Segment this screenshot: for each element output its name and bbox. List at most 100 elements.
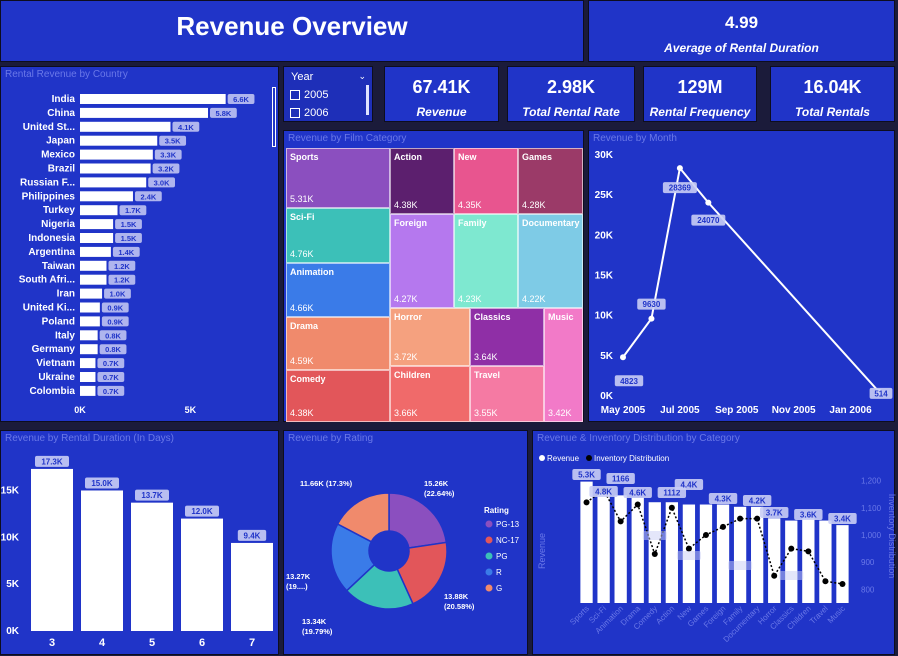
chevron-down-icon[interactable]: ⌄	[358, 71, 366, 81]
checkbox-icon[interactable]	[290, 90, 300, 100]
inventory-point	[754, 515, 761, 522]
data-label-bg	[637, 298, 666, 310]
data-label: 4.1K	[178, 123, 194, 132]
data-label-bg	[674, 479, 704, 490]
inventory-point	[651, 551, 658, 558]
legend-label: PG-13	[496, 520, 520, 529]
treemap-cell-value: 4.28K	[522, 200, 546, 210]
data-label: 4.3K	[715, 495, 732, 504]
treemap-cell-name: Documentary	[522, 218, 580, 228]
data-label-bg	[614, 375, 644, 387]
data-label: 1.5K	[121, 220, 137, 229]
data-label-bg	[134, 191, 162, 202]
chart-title: Rental Revenue by Country	[5, 69, 128, 80]
data-label: 2.4K	[140, 192, 156, 201]
country-label: Argentina	[28, 247, 75, 258]
line-point	[676, 165, 683, 172]
inventory-point	[634, 501, 641, 508]
pie-slice	[388, 492, 448, 549]
data-label-bg	[159, 135, 187, 146]
country-bar	[80, 233, 114, 243]
inventory-panel: Revenue & Inventory Distribution by Cate…	[532, 430, 896, 655]
data-label: 17.3K	[41, 457, 63, 466]
y2-tick-label: 1,200	[861, 477, 882, 486]
legend-label: Inventory Distribution	[594, 454, 669, 463]
treemap-cell[interactable]: Family 4.23K	[454, 214, 518, 308]
x-tick-label: Nov 2005	[772, 405, 816, 416]
treemap-cell-value: 5.31K	[290, 194, 314, 204]
data-label: 1.0K	[110, 290, 126, 299]
slice-label-pct: (22.64%)	[424, 489, 455, 498]
scrollbar[interactable]	[272, 87, 276, 147]
slicer-option-2005[interactable]: 2005	[290, 89, 328, 101]
legend-swatch	[485, 536, 493, 544]
duration-bar	[131, 502, 173, 631]
x-tick-label: Sep 2005	[715, 405, 759, 416]
treemap-cell[interactable]: Action 4.38K	[390, 148, 454, 214]
data-label: 6.6K	[233, 95, 249, 104]
data-label-bg	[97, 372, 125, 382]
data-label-bg	[589, 486, 618, 497]
data-label-bg	[115, 219, 142, 230]
kpi-value: 2.98K	[546, 77, 596, 97]
treemap-cell[interactable]: Drama 4.59K	[286, 317, 390, 370]
duration-bar	[181, 518, 223, 631]
data-label-bg	[728, 561, 753, 570]
treemap-cell[interactable]: Horror 3.72K	[390, 308, 470, 366]
rating-pie-chart: 15.26K(22.64%) 13.88K(20.58%) 13.34K(19.79…	[286, 479, 520, 636]
slice-label-value: 13.34K	[302, 617, 327, 626]
data-label: 0.9K	[107, 304, 123, 313]
treemap-cell-name: New	[458, 152, 477, 162]
x-tick-label: 3	[49, 637, 55, 649]
country-label: United St...	[23, 122, 75, 133]
treemap-cell[interactable]: Documentary 4.22K	[518, 214, 583, 308]
country-label: Vietnam	[36, 358, 75, 369]
y-tick-label: 5K	[6, 579, 20, 590]
slicer-option-2006[interactable]: 2006	[290, 107, 328, 119]
country-label: China	[47, 108, 75, 119]
treemap-cell-name: Music	[548, 312, 574, 322]
inventory-point	[720, 523, 727, 530]
country-bar	[80, 94, 226, 104]
treemap-cell[interactable]: Comedy 4.38K	[286, 370, 390, 422]
treemap-cell[interactable]: Classics 3.64K	[470, 308, 544, 366]
kpi-label: Average of Rental Duration	[664, 41, 819, 55]
category-treemap: Sports 5.31K Sci-Fi 4.76K Animation 4.66K Dram…	[286, 148, 583, 422]
data-label: 3.0K	[154, 178, 170, 187]
data-label-bg	[104, 288, 131, 299]
data-label: 0.9K	[107, 317, 123, 326]
treemap-cell[interactable]: Animation 4.66K	[286, 263, 390, 317]
treemap-cell[interactable]: New 4.35K	[454, 148, 518, 214]
treemap-cell[interactable]: Sci-Fi 4.76K	[286, 208, 390, 263]
country-label: Japan	[46, 136, 75, 147]
treemap-cell[interactable]: Music 3.42K	[544, 308, 583, 422]
scrollbar[interactable]	[366, 85, 369, 115]
treemap-cell[interactable]: Sports 5.31K	[286, 148, 390, 208]
data-label: 4.8K	[595, 488, 612, 497]
revenue-bar	[631, 497, 644, 603]
data-label: 1112	[663, 489, 680, 498]
x-tick-label: Travel	[808, 604, 830, 626]
legend-swatch	[485, 552, 493, 560]
country-label: Nigeria	[41, 219, 75, 230]
data-label: 3.7K	[766, 509, 783, 518]
x-tick-label: Music	[826, 604, 847, 625]
treemap-cell[interactable]: Travel 3.55K	[470, 366, 544, 422]
data-label-bg	[115, 233, 142, 243]
y-tick-label: 0K	[600, 391, 614, 402]
treemap-cell[interactable]: Children 3.66K	[390, 366, 470, 422]
kpi-value: 16.04K	[803, 77, 862, 97]
treemap-cell-name: Sports	[290, 152, 319, 162]
data-label: 3.3K	[160, 151, 176, 160]
revenue-bar	[836, 525, 849, 603]
inventory-point	[771, 572, 778, 579]
revenue-bar	[665, 502, 678, 603]
legend-swatch	[586, 455, 592, 461]
checkbox-icon[interactable]	[290, 108, 300, 118]
treemap-cell[interactable]: Games 4.28K	[518, 148, 583, 214]
data-label: 0.8K	[105, 345, 121, 354]
treemap-cell[interactable]: Foreign 4.27K	[390, 214, 454, 308]
treemap-cell-name: Games	[522, 152, 553, 162]
y-axis-title: Revenue	[537, 533, 547, 569]
country-label: Philippines	[22, 191, 76, 202]
